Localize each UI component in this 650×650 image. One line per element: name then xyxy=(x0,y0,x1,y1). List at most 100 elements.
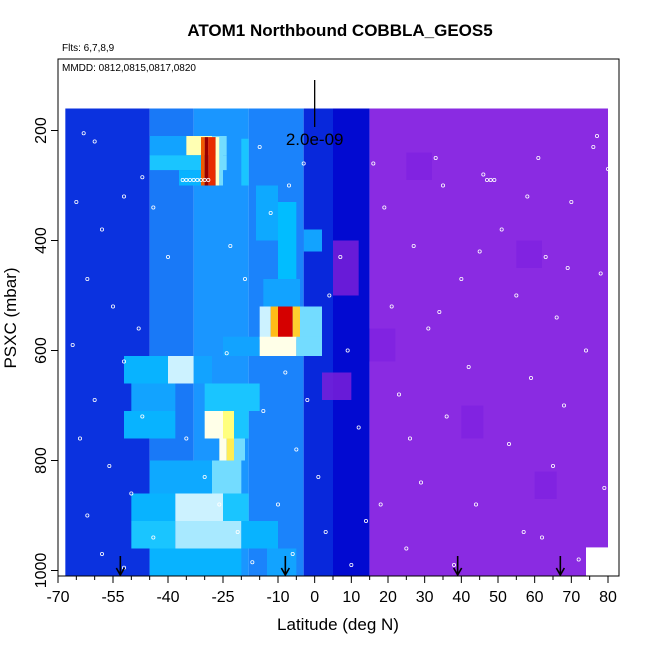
x-tick-label: -10 xyxy=(266,589,289,606)
sample-point xyxy=(426,326,431,331)
sample-point xyxy=(257,144,262,149)
sample-point xyxy=(499,227,504,232)
sample-point xyxy=(584,348,589,353)
heatmap-cell xyxy=(516,240,542,268)
x-tick-label: 10 xyxy=(342,589,360,606)
sample-point xyxy=(576,557,581,562)
x-tick-label: 70 xyxy=(562,589,580,606)
heatmap-cell xyxy=(461,405,484,439)
heatmap-cell xyxy=(204,411,223,439)
heatmap-cell xyxy=(296,336,322,356)
heatmap-cell xyxy=(369,328,396,362)
sample-point xyxy=(356,425,361,430)
plot-area: MMDD: 0812,0815,0817,0820 xyxy=(57,58,620,577)
heatmap-cell xyxy=(270,306,278,340)
sample-point xyxy=(606,166,611,171)
sample-point xyxy=(100,227,105,232)
profile-arrow xyxy=(452,556,463,577)
sample-point xyxy=(473,502,478,507)
heatmap-cell xyxy=(124,356,168,384)
profile-arrows-layer xyxy=(115,556,566,577)
sample-point xyxy=(506,441,511,446)
sample-point xyxy=(565,265,570,270)
heatmap-cell xyxy=(278,202,297,279)
sample-points-layer xyxy=(70,131,611,570)
sample-point xyxy=(191,177,196,182)
heatmap-cell xyxy=(149,136,187,156)
sample-point xyxy=(488,177,493,182)
concentration-scale-bar: 2.0e-09 xyxy=(286,80,344,149)
sample-point xyxy=(382,205,387,210)
x-tick-label: 50 xyxy=(489,589,507,606)
sample-point xyxy=(595,133,600,138)
sample-point xyxy=(459,276,464,281)
heatmap-cell xyxy=(256,185,278,241)
sample-point xyxy=(100,552,105,557)
sample-point xyxy=(206,177,211,182)
sample-point xyxy=(327,293,332,298)
sample-point xyxy=(92,397,97,402)
sample-point xyxy=(305,397,310,402)
sample-point xyxy=(250,560,255,565)
heatmap-cell xyxy=(131,521,176,549)
sample-point xyxy=(466,364,471,369)
x-tick-label: 40 xyxy=(452,589,470,606)
heatmap-cell xyxy=(226,438,234,461)
sample-point xyxy=(562,403,567,408)
sample-point xyxy=(536,155,541,160)
sample-point xyxy=(363,519,368,524)
y-axis-label: PSXC (mbar) xyxy=(1,267,20,368)
heatmap-cell xyxy=(219,438,227,461)
sample-point xyxy=(85,276,90,281)
heatmap-cell xyxy=(333,108,370,576)
heatmap-cell xyxy=(124,411,176,439)
sample-point xyxy=(85,513,90,518)
sample-point xyxy=(228,243,233,248)
sample-point xyxy=(78,436,83,441)
sample-point xyxy=(283,370,288,375)
sample-point xyxy=(440,183,445,188)
profile-arrow-head xyxy=(452,567,463,577)
chart-title: ATOM1 Northbound COBBLA_GEOS5 xyxy=(187,21,492,40)
sample-point xyxy=(290,552,295,557)
sample-point xyxy=(481,172,486,177)
heatmap-cell xyxy=(369,108,608,576)
sample-point xyxy=(140,175,145,180)
sample-point xyxy=(180,177,185,182)
sample-point xyxy=(261,408,266,413)
heatmap-cell xyxy=(193,356,212,384)
dates-label: MMDD: 0812,0815,0817,0820 xyxy=(62,63,196,74)
sample-point xyxy=(136,326,141,331)
heatmap-cell xyxy=(300,306,322,340)
sample-point xyxy=(492,177,497,182)
heatmap-cell xyxy=(292,306,300,340)
sample-point xyxy=(411,243,416,248)
sample-point xyxy=(529,375,534,380)
heatmap-cell xyxy=(406,152,432,180)
profile-arrow-head xyxy=(280,567,291,577)
sample-point xyxy=(195,177,200,182)
heatmap-cell xyxy=(333,240,359,296)
sample-point xyxy=(569,199,574,204)
sample-point xyxy=(111,304,116,309)
sample-point xyxy=(371,161,376,166)
x-tick-label: -55 xyxy=(101,589,124,606)
sample-point xyxy=(122,359,127,364)
heatmap-cell xyxy=(223,493,249,521)
heatmap-cell xyxy=(208,137,216,186)
heatmap-cell xyxy=(215,137,220,186)
sample-point xyxy=(107,463,112,468)
sample-point xyxy=(235,530,240,535)
heatmap-cell xyxy=(278,306,293,340)
x-tick-label: -40 xyxy=(156,589,179,606)
heatmap-cell xyxy=(179,170,205,186)
heatmap-cell xyxy=(534,471,557,499)
sample-point xyxy=(378,502,383,507)
sample-point xyxy=(286,183,291,188)
sample-point xyxy=(444,414,449,419)
heatmap-cell xyxy=(131,493,176,521)
heatmap-cell xyxy=(223,411,234,439)
heatmap-cell xyxy=(201,137,205,186)
sample-point xyxy=(275,502,280,507)
